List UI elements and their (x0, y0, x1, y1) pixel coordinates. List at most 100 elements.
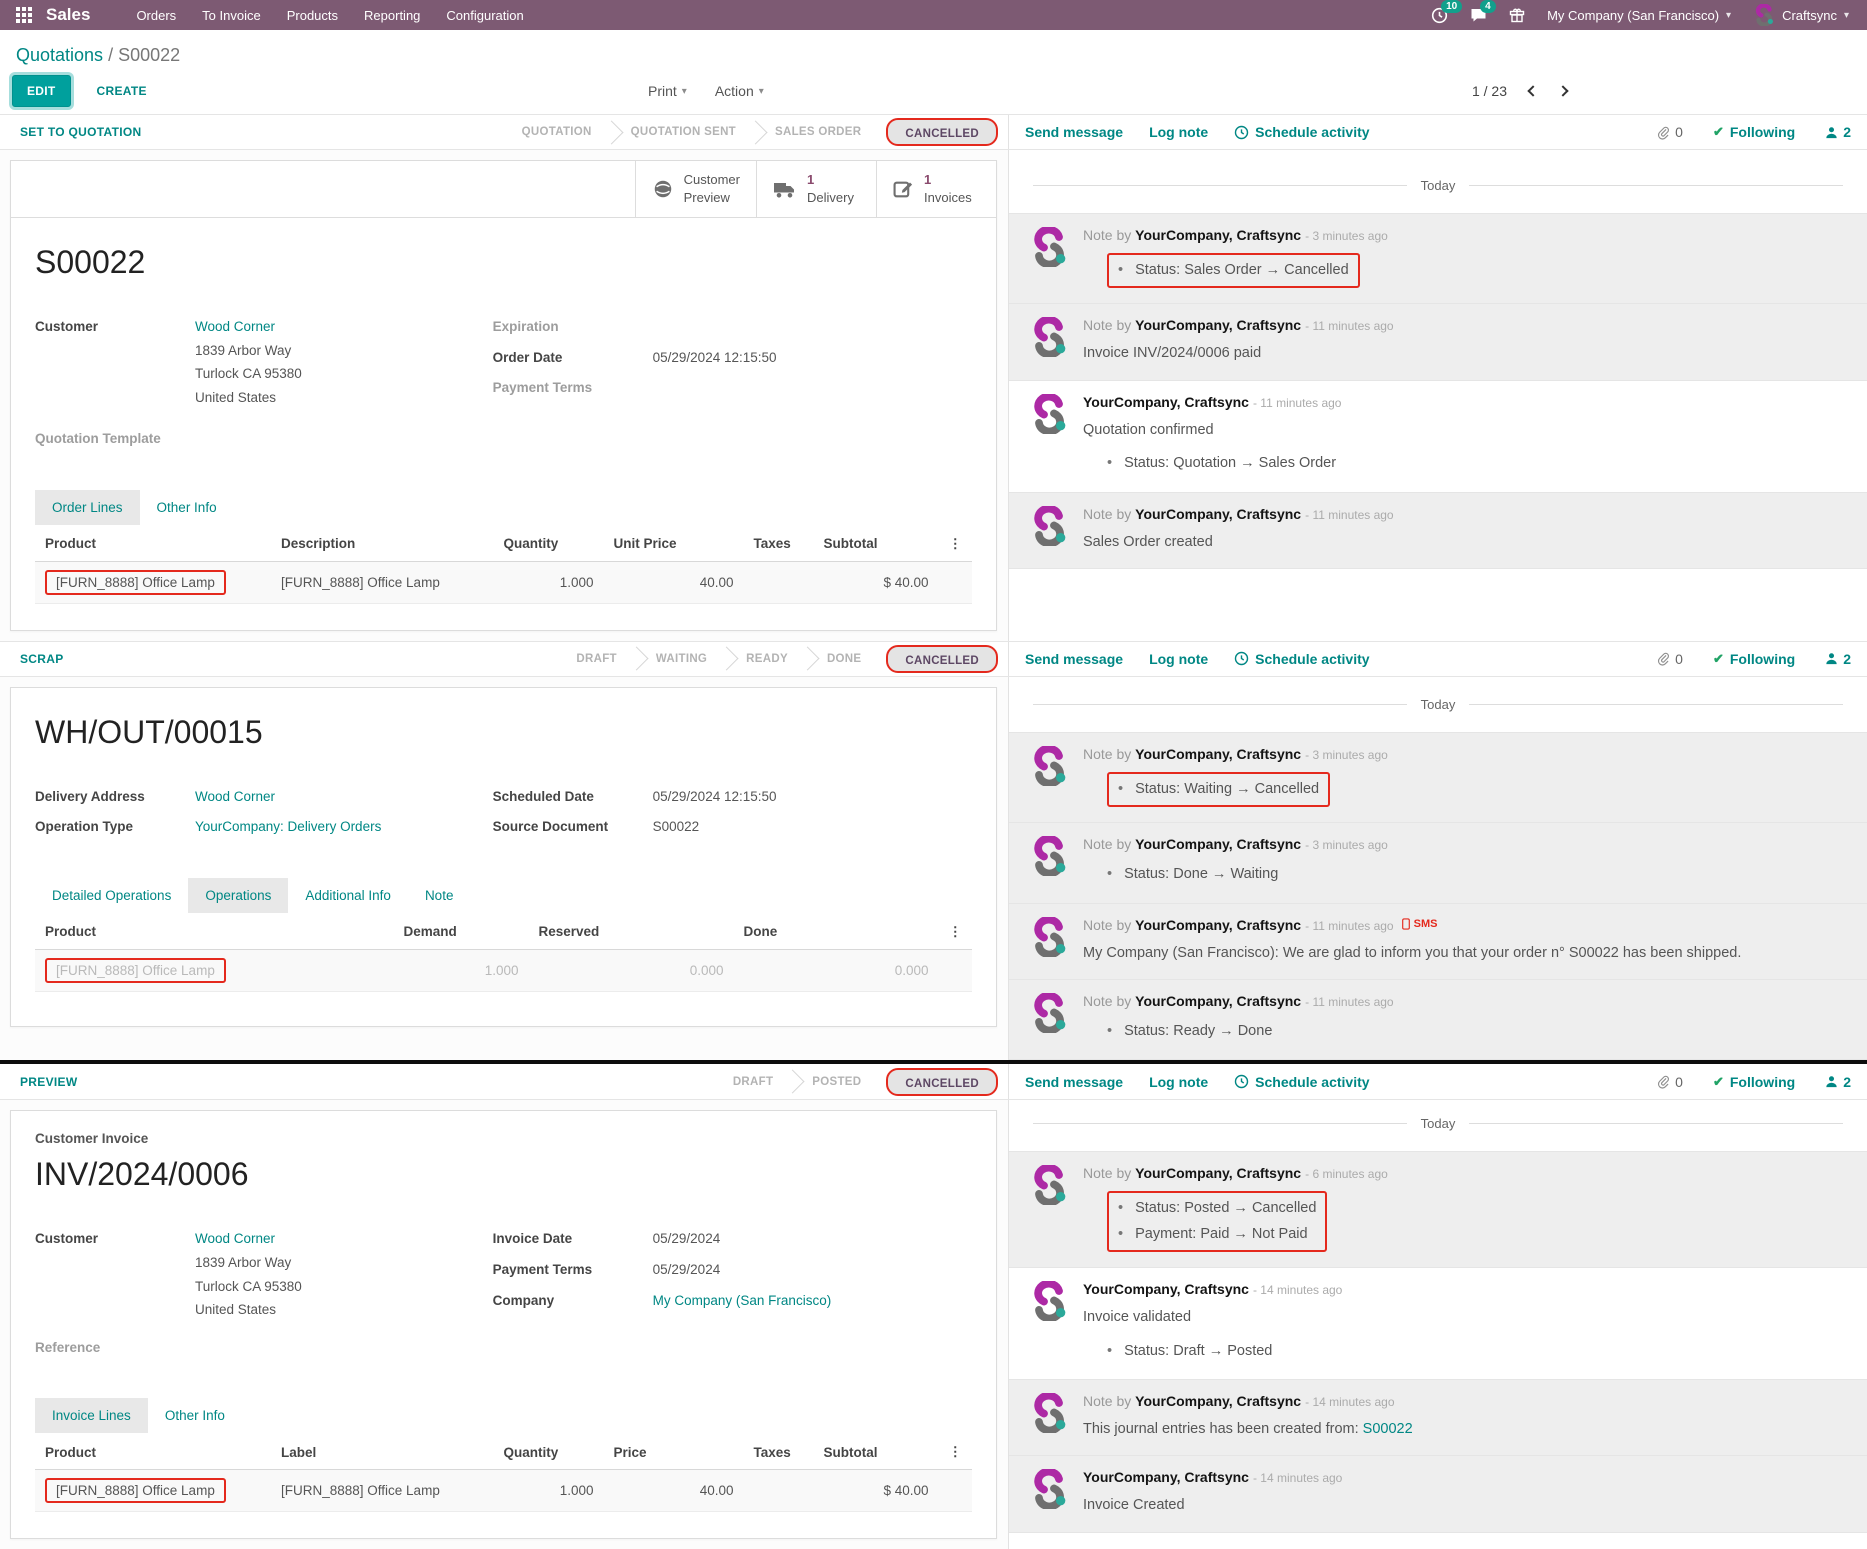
schedule-activity-button[interactable]: Schedule activity (1234, 124, 1370, 140)
delivery-address-link[interactable]: Wood Corner (195, 788, 276, 804)
menu-configuration[interactable]: Configuration (446, 7, 524, 23)
status-step-draft[interactable]: DRAFT (732, 1075, 774, 1088)
optional-columns-icon[interactable]: ⋮ (938, 914, 972, 950)
pager-previous-icon[interactable] (1527, 85, 1539, 97)
tab-note[interactable]: Note (424, 887, 454, 903)
status-step-cancelled[interactable]: CANCELLED (905, 1077, 979, 1090)
tab-order-lines[interactable]: Order Lines (35, 489, 140, 525)
status-step-cancelled[interactable]: CANCELLED (905, 654, 979, 667)
invoices-smart-button[interactable]: 1 Invoices (876, 161, 996, 217)
company-switcher[interactable]: My Company (San Francisco) ▾ (1547, 8, 1731, 23)
invoice-line-row[interactable]: [FURN_8888] Office Lamp [FURN_8888] Offi… (35, 1469, 972, 1512)
quotation-chatter: Today Note by YourCompany, Craftsync - 3 … (1008, 150, 1867, 641)
status-step-cancelled[interactable]: CANCELLED (905, 128, 979, 140)
edit-square-icon (893, 181, 913, 197)
messages-icon[interactable]: 4 (1470, 0, 1496, 23)
attachments-button[interactable]: 0 (1656, 124, 1683, 140)
followers-button[interactable]: 2 (1825, 1074, 1851, 1090)
menu-to-invoice[interactable]: To Invoice (202, 7, 261, 23)
col-taxes[interactable]: Taxes (743, 1435, 814, 1471)
chatter-message: Note by YourCompany, Craftsync - 11 minut… (1009, 492, 1867, 570)
tab-additional-info[interactable]: Additional Info (305, 887, 391, 903)
apps-grid-icon[interactable] (16, 7, 32, 23)
preview-button[interactable]: PREVIEW (16, 1069, 81, 1095)
status-step-ready[interactable]: READY (746, 652, 788, 665)
col-quantity[interactable]: Quantity (493, 526, 604, 562)
user-menu[interactable]: Craftsync ▾ (1753, 4, 1849, 26)
pager-next-icon[interactable] (1557, 85, 1569, 97)
menu-reporting[interactable]: Reporting (364, 7, 421, 23)
col-subtotal[interactable]: Subtotal (813, 526, 939, 562)
source-document-link[interactable]: S00022 (1362, 1421, 1413, 1437)
tab-other-info[interactable]: Other Info (156, 499, 217, 515)
status-step-quotation[interactable]: QUOTATION (521, 126, 592, 138)
col-product[interactable]: Product (35, 1435, 271, 1471)
col-demand[interactable]: Demand (393, 914, 529, 950)
send-message-button[interactable]: Send message (1025, 1073, 1124, 1090)
menu-orders[interactable]: Orders (136, 7, 177, 23)
company-label: Company (492, 1292, 555, 1308)
tab-other-info[interactable]: Other Info (164, 1408, 225, 1424)
attachments-button[interactable]: 0 (1656, 651, 1683, 667)
following-button[interactable]: ✔ Following (1712, 1073, 1796, 1090)
col-done[interactable]: Done (733, 914, 939, 950)
col-quantity[interactable]: Quantity (493, 1435, 604, 1471)
send-message-button[interactable]: Send message (1025, 650, 1124, 667)
avatar (1034, 1281, 1066, 1322)
col-label[interactable]: Label (271, 1435, 494, 1471)
followers-button[interactable]: 2 (1825, 124, 1851, 140)
optional-columns-icon[interactable]: ⋮ (938, 1435, 972, 1471)
status-step-draft[interactable]: DRAFT (576, 652, 617, 665)
schedule-activity-button[interactable]: Schedule activity (1234, 1074, 1370, 1090)
col-reserved[interactable]: Reserved (528, 914, 734, 950)
send-message-button[interactable]: Send message (1025, 124, 1124, 140)
following-button[interactable]: ✔ Following (1712, 650, 1796, 667)
following-button[interactable]: ✔ Following (1712, 124, 1796, 140)
order-line-row[interactable]: [FURN_8888] Office Lamp [FURN_8888] Offi… (35, 561, 972, 604)
action-menu[interactable]: Action ▾ (715, 83, 764, 99)
log-note-button[interactable]: Log note (1149, 124, 1209, 140)
page-title: S00022 (35, 244, 146, 280)
tab-operations[interactable]: Operations (188, 877, 289, 913)
status-separator-icon (624, 646, 649, 671)
operation-line-row[interactable]: [FURN_8888] Office Lamp 1.000 0.000 0.00… (35, 949, 972, 992)
status-step-sales-order[interactable]: SALES ORDER (775, 126, 862, 138)
col-product[interactable]: Product (35, 526, 271, 562)
print-menu[interactable]: Print ▾ (648, 83, 687, 99)
status-step-quotation-sent[interactable]: QUOTATION SENT (630, 126, 736, 138)
col-product[interactable]: Product (35, 914, 394, 950)
set-to-quotation-button[interactable]: SET TO QUOTATION (16, 119, 145, 145)
menu-products[interactable]: Products (286, 7, 339, 23)
breadcrumb-quotations-link[interactable]: Quotations (16, 45, 104, 65)
gift-icon[interactable] (1509, 7, 1525, 23)
attachments-button[interactable]: 0 (1656, 1074, 1683, 1090)
company-link[interactable]: My Company (San Francisco) (652, 1292, 832, 1308)
chatter-message: YourCompany, Craftsync - 14 minutes ago I… (1009, 1456, 1867, 1533)
operation-type-link[interactable]: YourCompany: Delivery Orders (195, 819, 382, 835)
schedule-activity-button[interactable]: Schedule activity (1234, 651, 1370, 667)
delivery-smart-button[interactable]: 1 Delivery (756, 161, 876, 217)
create-button[interactable]: CREATE (91, 83, 153, 99)
col-subtotal[interactable]: Subtotal (813, 1435, 939, 1471)
activities-clock-icon[interactable]: 10 (1431, 0, 1463, 24)
status-step-posted[interactable]: POSTED (812, 1075, 862, 1088)
scrap-button[interactable]: SCRAP (16, 646, 68, 672)
person-icon (1826, 1076, 1837, 1088)
col-taxes[interactable]: Taxes (743, 526, 814, 562)
tab-invoice-lines[interactable]: Invoice Lines (35, 1398, 148, 1434)
customer-link[interactable]: Wood Corner (195, 319, 276, 334)
edit-button[interactable]: EDIT (12, 75, 71, 107)
col-unit-price[interactable]: Unit Price (603, 526, 744, 562)
app-name[interactable]: Sales (46, 5, 91, 24)
log-note-button[interactable]: Log note (1149, 1073, 1209, 1090)
col-description[interactable]: Description (271, 526, 494, 562)
followers-button[interactable]: 2 (1825, 651, 1851, 667)
status-step-waiting[interactable]: WAITING (655, 652, 708, 665)
optional-columns-icon[interactable]: ⋮ (938, 526, 972, 562)
tab-detailed-operations[interactable]: Detailed Operations (52, 887, 172, 903)
customer-preview-button[interactable]: Customer Preview (634, 161, 756, 217)
col-price[interactable]: Price (603, 1435, 744, 1471)
customer-link[interactable]: Wood Corner (195, 1231, 276, 1247)
log-note-button[interactable]: Log note (1149, 650, 1209, 667)
status-step-done[interactable]: DONE (826, 652, 862, 665)
